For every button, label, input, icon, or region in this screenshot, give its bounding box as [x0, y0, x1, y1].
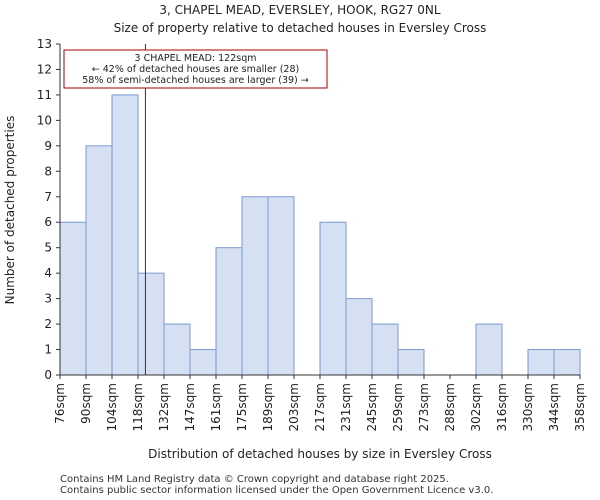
y-tick-label: 12 — [37, 62, 52, 76]
x-tick-label: 302sqm — [469, 383, 483, 431]
x-axis-label: Distribution of detached houses by size … — [148, 447, 492, 461]
histogram-bar-259sqm — [397, 349, 425, 376]
x-tick-label: 316sqm — [495, 383, 509, 431]
y-tick-label: 13 — [37, 37, 52, 51]
x-tick-label: 259sqm — [391, 383, 405, 431]
x-tick-label: 288sqm — [443, 383, 457, 431]
footer-line-2: Contains public sector information licen… — [60, 485, 494, 496]
x-tick-label: 90sqm — [79, 383, 93, 424]
histogram-bar-189sqm — [267, 196, 295, 376]
y-tick-label: 3 — [44, 292, 52, 306]
y-tick-label: 9 — [44, 139, 52, 153]
x-tick-label: 132sqm — [157, 383, 171, 431]
x-tick-label: 217sqm — [313, 383, 327, 431]
histogram-bar-76sqm — [59, 221, 87, 376]
x-tick-label: 175sqm — [235, 383, 249, 431]
histogram-bar-90sqm — [85, 145, 113, 376]
histogram-bar-344sqm — [553, 349, 581, 376]
x-tick-label: 189sqm — [261, 383, 275, 431]
y-tick-label: 8 — [44, 164, 52, 178]
histogram-bar-147sqm — [189, 349, 217, 376]
x-tick-label: 104sqm — [105, 383, 119, 431]
x-tick-label: 203sqm — [287, 383, 301, 431]
y-tick-label: 10 — [37, 113, 52, 127]
x-tick-label: 330sqm — [521, 383, 535, 431]
histogram-bar-104sqm — [111, 94, 139, 376]
x-tick-label: 273sqm — [417, 383, 431, 431]
x-tick-label: 231sqm — [339, 383, 353, 431]
annotation-line-3: 58% of semi-detached houses are larger (… — [82, 75, 309, 86]
y-tick-label: 5 — [44, 241, 52, 255]
histogram-bar-175sqm — [241, 196, 269, 376]
y-tick-label: 6 — [44, 215, 52, 229]
histogram-bar-330sqm — [527, 349, 555, 376]
x-tick-label: 344sqm — [547, 383, 561, 431]
footer-line-1: Contains HM Land Registry data © Crown c… — [60, 474, 449, 485]
x-tick-label: 147sqm — [183, 383, 197, 431]
histogram-bar-217sqm — [319, 221, 347, 376]
y-tick-label: 11 — [37, 88, 52, 102]
y-tick-label: 4 — [44, 266, 52, 280]
y-tick-label: 7 — [44, 190, 52, 204]
y-tick-label: 1 — [44, 343, 52, 357]
histogram-bar-245sqm — [371, 323, 399, 376]
histogram-bar-132sqm — [163, 323, 191, 376]
chart-title: 3, CHAPEL MEAD, EVERSLEY, HOOK, RG27 0NL — [159, 3, 441, 17]
y-axis-label: Number of detached properties — [3, 116, 17, 305]
x-tick-label: 76sqm — [53, 383, 67, 424]
histogram-bar-231sqm — [345, 298, 373, 376]
annotation-line-2: ← 42% of detached houses are smaller (28… — [92, 64, 299, 75]
annotation-box — [63, 49, 328, 89]
x-tick-label: 358sqm — [573, 383, 587, 431]
y-tick-label: 0 — [44, 368, 52, 382]
y-tick-label: 2 — [44, 317, 52, 331]
x-tick-label: 245sqm — [365, 383, 379, 431]
histogram-bar-118sqm — [137, 272, 165, 376]
x-tick-label: 118sqm — [131, 383, 145, 431]
histogram-bar-302sqm — [475, 323, 503, 376]
annotation-line-1: 3 CHAPEL MEAD: 122sqm — [135, 53, 257, 64]
histogram-bar-161sqm — [215, 247, 243, 376]
x-tick-label: 161sqm — [209, 383, 223, 431]
chart-subtitle: Size of property relative to detached ho… — [114, 21, 487, 35]
